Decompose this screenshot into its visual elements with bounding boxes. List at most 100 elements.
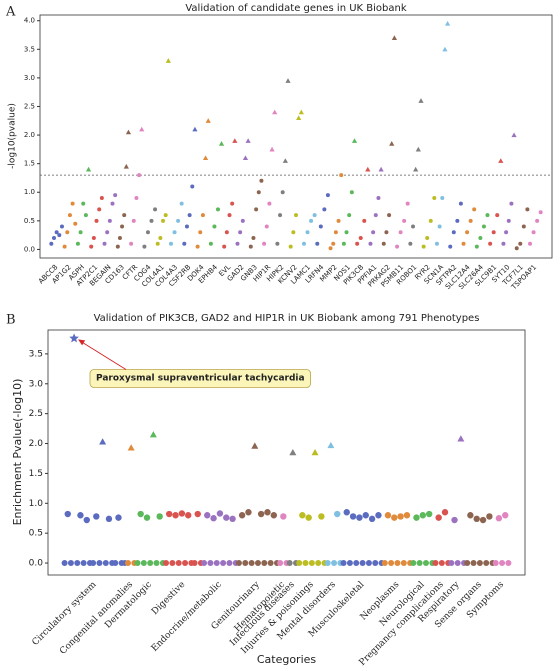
point (518, 241, 523, 246)
point (74, 560, 81, 567)
point (99, 195, 104, 200)
point (75, 241, 80, 246)
point (476, 560, 483, 567)
point (226, 560, 233, 567)
y-tick-label: 2.0 (24, 131, 35, 139)
y-tick-label: 0.0 (24, 245, 35, 253)
point (291, 230, 296, 235)
point (388, 560, 395, 567)
point (368, 241, 373, 246)
point (334, 510, 341, 518)
point (384, 230, 389, 235)
point (296, 560, 303, 567)
point (405, 201, 410, 206)
point (259, 178, 264, 183)
point (62, 244, 67, 249)
triangle-point (442, 46, 448, 52)
point (105, 230, 110, 235)
point (198, 230, 203, 235)
point (261, 560, 268, 567)
triangle-point (285, 78, 291, 83)
point (318, 224, 323, 229)
point (468, 218, 473, 223)
point (143, 514, 151, 521)
x-tick-label: Congenital anomalies (58, 580, 135, 657)
point (400, 560, 407, 567)
y-tick-label: 2.5 (29, 409, 43, 419)
point (67, 560, 74, 567)
triangle-point (139, 126, 145, 132)
plot-frame (47, 329, 526, 576)
point (302, 560, 309, 567)
point (344, 230, 349, 235)
point (308, 560, 315, 567)
point (115, 244, 120, 249)
y-axis-label: Enrichment Pvalue(-log10) (11, 379, 24, 526)
triangle-point (125, 129, 132, 135)
point (432, 560, 439, 567)
point (212, 224, 217, 229)
point (115, 514, 122, 521)
triangle-point (296, 115, 302, 120)
point (381, 241, 386, 246)
point (339, 173, 344, 178)
point (538, 210, 543, 215)
point (230, 201, 235, 206)
y-tick-label: 0.5 (29, 529, 43, 539)
point (254, 560, 261, 567)
point (521, 224, 526, 229)
point (182, 241, 187, 246)
triangle-point (251, 442, 259, 449)
triangle-point (511, 132, 517, 138)
point (528, 241, 533, 246)
point (275, 241, 280, 246)
point (224, 230, 229, 235)
triangle-point (498, 158, 504, 163)
point (435, 514, 442, 521)
point (238, 230, 243, 235)
point (371, 230, 376, 235)
triangle-point (311, 449, 319, 456)
point (117, 235, 122, 240)
point (413, 514, 420, 521)
point (280, 190, 285, 195)
point (248, 244, 253, 249)
point (94, 218, 99, 223)
triangle-point (232, 138, 238, 143)
point (245, 509, 252, 516)
point (277, 560, 284, 567)
point (278, 213, 283, 218)
point (365, 560, 372, 567)
triangle-point (272, 109, 278, 115)
point (394, 560, 401, 567)
point (387, 213, 392, 218)
point (428, 218, 433, 223)
point (286, 560, 293, 567)
point (251, 235, 256, 240)
panel-label: A (5, 5, 16, 20)
point (267, 560, 274, 567)
triangle-point (165, 58, 171, 63)
point (432, 195, 437, 200)
point (140, 560, 147, 567)
point (355, 241, 360, 246)
point (124, 560, 131, 567)
point (398, 230, 403, 235)
triangle-point (418, 98, 424, 103)
point (395, 244, 400, 249)
point (473, 515, 480, 523)
point (437, 224, 442, 229)
point (137, 173, 142, 178)
annotation: Paroxysmal supraventricular tachycardia (78, 339, 311, 388)
point (49, 241, 54, 246)
triangle-point (282, 158, 288, 163)
point (54, 230, 59, 235)
point (381, 560, 388, 567)
point (229, 515, 236, 523)
point (315, 560, 322, 567)
point (61, 560, 68, 567)
triangle-point (289, 449, 297, 456)
point (163, 560, 170, 567)
point (375, 512, 382, 519)
point (479, 516, 487, 524)
